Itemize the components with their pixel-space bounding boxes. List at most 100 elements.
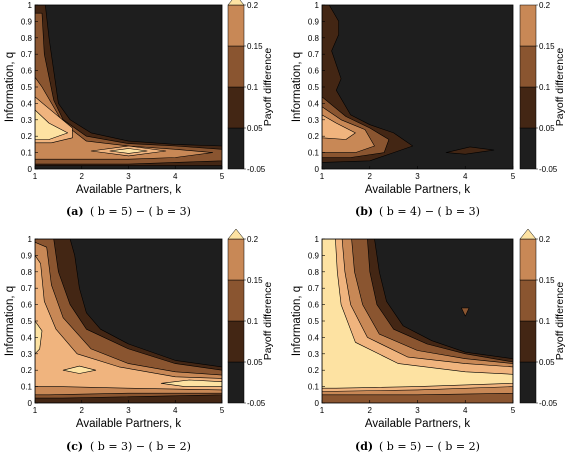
y-tick-label: 0.4 — [21, 99, 33, 108]
colorbar-tick-label: -0.05 — [247, 399, 266, 408]
colorbar-tick-label: 0.2 — [539, 235, 551, 244]
contour-region — [62, 365, 97, 374]
y-tick-label: 0.9 — [21, 17, 33, 26]
colorbar-segment — [519, 127, 537, 170]
x-axis-label: Available Partners, k — [76, 184, 182, 196]
colorbar-tick-label: -0.05 — [247, 165, 266, 174]
colorbar-extend-arrow — [227, 228, 245, 240]
colorbar-segment — [227, 238, 245, 281]
colorbar-segment — [519, 320, 537, 363]
x-tick-label: 3 — [126, 172, 131, 181]
y-tick-label: 1 — [28, 235, 33, 244]
y-tick-label: 0.7 — [21, 284, 33, 293]
contour-region — [445, 146, 495, 155]
y-tick-label: 0.8 — [308, 34, 320, 43]
colorbar-segment — [227, 86, 245, 129]
x-tick-label: 2 — [368, 406, 373, 415]
colorbar-label: Payoff difference — [554, 282, 566, 361]
colorbar-extend-arrow — [227, 0, 245, 6]
y-tick-label: 0.8 — [21, 34, 33, 43]
y-tick-label: 0.3 — [308, 116, 320, 125]
caption-text: ( b = 3) − ( b = 2) — [90, 440, 191, 453]
y-tick-label: 0.4 — [21, 333, 33, 342]
y-tick-label: 0.1 — [308, 383, 320, 392]
y-tick-label: 0.9 — [308, 17, 320, 26]
colorbar-segment — [227, 4, 245, 47]
colorbar-tick-label: 0.2 — [539, 1, 551, 10]
x-tick-label: 5 — [220, 406, 225, 415]
y-tick-label: 0 — [28, 399, 33, 408]
x-tick-label: 2 — [80, 406, 85, 415]
colorbar-label: Payoff difference — [262, 48, 274, 127]
contour-plot-area — [322, 5, 513, 169]
y-tick-label: 0 — [315, 399, 320, 408]
colorbar-segment — [227, 127, 245, 170]
y-tick-label: 0.3 — [308, 350, 320, 359]
colorbar-tick-label: 0.1 — [247, 83, 259, 92]
colorbar-tick-label: 0.15 — [539, 276, 555, 285]
y-axis-label: Information, q — [4, 52, 16, 122]
contour-region — [35, 76, 213, 160]
y-tick-label: 1 — [315, 235, 320, 244]
caption-tag: (c) — [66, 440, 83, 453]
y-tick-label: 0.5 — [21, 317, 33, 326]
colorbar-tick-label: 0.05 — [247, 358, 263, 367]
colorbar-tick-label: 0.2 — [247, 235, 259, 244]
x-tick-label: 2 — [368, 172, 373, 181]
colorbar-tick-label: 0.15 — [247, 276, 263, 285]
caption-text: ( b = 5) − ( b = 3) — [90, 205, 191, 218]
colorbar-segment — [519, 279, 537, 322]
contour-panel-c: 1 2 3 4 5 0 0.1 0.2 0.3 0.4 0.5 0.6 0.7 0.8 0.9 1 Availa… — [4, 228, 274, 453]
y-tick-label: 0.8 — [308, 268, 320, 277]
contour-panel-b: 1 2 3 4 5 0 0.1 0.2 0.3 0.4 0.5 0.6 0.7 0.8 0.9 1 Availa… — [291, 1, 566, 218]
x-tick-label: 1 — [320, 406, 325, 415]
x-tick-label: 5 — [220, 172, 225, 181]
colorbar-extend-arrow — [519, 228, 537, 240]
colorbar-tick-label: 0.2 — [247, 1, 259, 10]
colorbar-segment — [519, 238, 537, 281]
colorbar-segment — [227, 279, 245, 322]
y-tick-label: 0.1 — [21, 383, 33, 392]
caption-tag: (a) — [66, 205, 84, 218]
contour-region — [160, 379, 222, 387]
x-tick-label: 5 — [511, 406, 516, 415]
x-tick-label: 1 — [33, 406, 38, 415]
colorbar-segment — [227, 45, 245, 88]
y-tick-label: 1 — [315, 1, 320, 10]
y-tick-label: 0.6 — [21, 301, 33, 310]
colorbar-tick-label: 0.05 — [539, 358, 555, 367]
caption-text: ( b = 5) − ( b = 2) — [379, 440, 480, 453]
contour-region — [461, 307, 470, 317]
y-tick-label: 0.2 — [308, 366, 320, 375]
y-tick-label: 0.7 — [308, 50, 320, 59]
y-tick-label: 0.3 — [21, 116, 33, 125]
y-tick-label: 1 — [28, 1, 33, 10]
y-tick-label: 0.2 — [21, 132, 33, 141]
colorbar-tick-label: -0.05 — [539, 399, 558, 408]
x-axis-label: Available Partners, k — [365, 184, 471, 196]
contour-panel-a: 1 2 3 4 5 0 0.1 0.2 0.3 0.4 0.5 0.6 0.7 0.8 0.9 1 Availa… — [4, 0, 274, 218]
y-tick-label: 0.5 — [308, 83, 320, 92]
y-tick-label: 0.1 — [21, 149, 33, 158]
colorbar-segment — [519, 86, 537, 129]
colorbar-tick-label: 0.05 — [247, 124, 263, 133]
contour-plot-area — [322, 239, 513, 403]
x-tick-label: 4 — [463, 406, 468, 415]
y-tick-label: 0.5 — [308, 317, 320, 326]
contour-region — [35, 109, 68, 140]
x-tick-label: 3 — [415, 172, 420, 181]
colorbar-tick-label: -0.05 — [539, 165, 558, 174]
x-tick-label: 5 — [511, 172, 516, 181]
contour-region — [322, 239, 513, 389]
colorbar-tick-label: 0.05 — [539, 124, 555, 133]
y-tick-label: 0.7 — [308, 284, 320, 293]
y-tick-label: 0 — [315, 165, 320, 174]
colorbar-tick-label: 0.1 — [539, 317, 551, 326]
contour-region — [35, 255, 222, 391]
contour-plot-area — [35, 239, 222, 403]
contour-region — [322, 114, 356, 140]
y-tick-label: 0.6 — [21, 67, 33, 76]
y-tick-label: 0.1 — [308, 149, 320, 158]
y-tick-label: 0.4 — [308, 333, 320, 342]
